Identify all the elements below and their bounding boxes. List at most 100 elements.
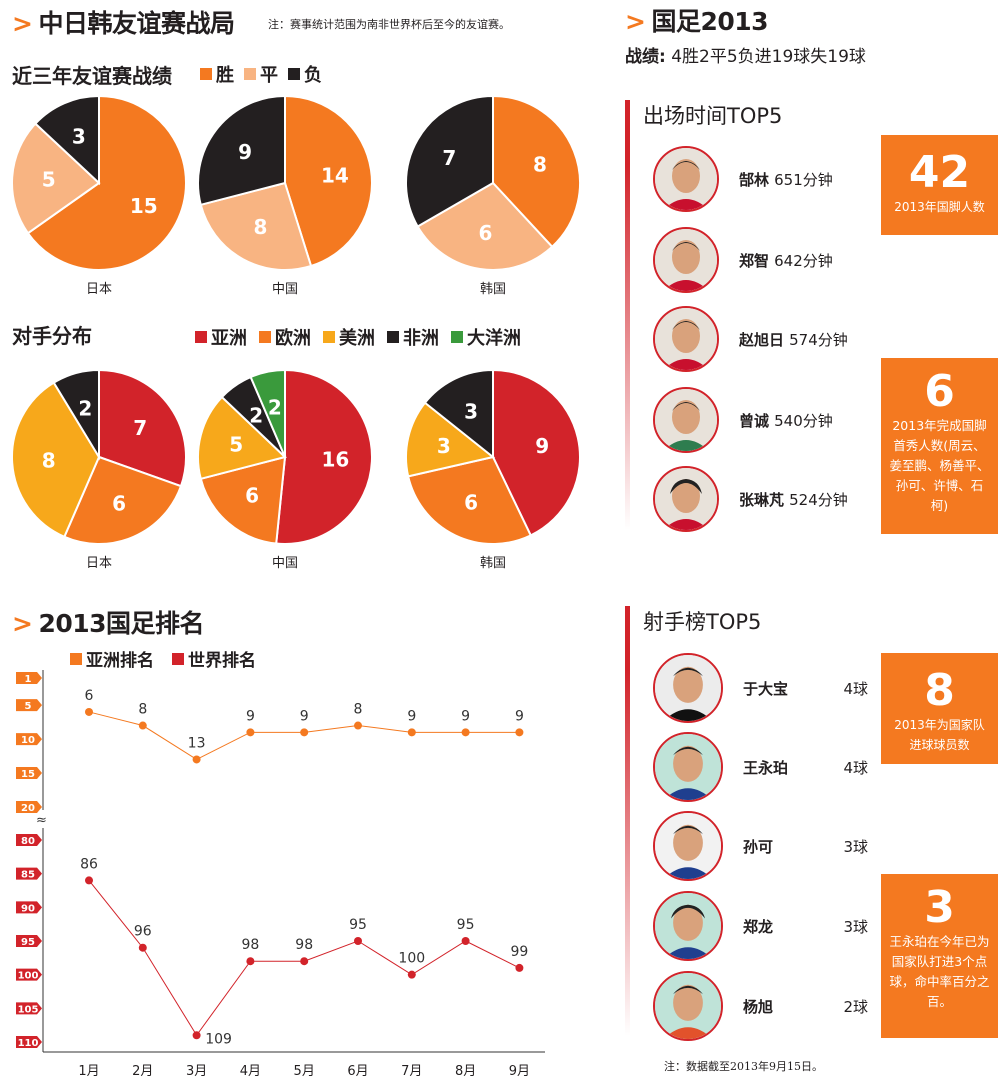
x-tick: 7月 bbox=[401, 1064, 422, 1079]
legend-swatch bbox=[387, 331, 399, 343]
player-value: 3球 bbox=[843, 837, 868, 856]
list-item: 张琳芃 524分钟 bbox=[653, 466, 848, 532]
stat-caption: 2013年国脚人数 bbox=[894, 200, 985, 214]
data-point bbox=[246, 957, 255, 966]
y-tick: 110 bbox=[16, 1036, 42, 1049]
data-label: 2 bbox=[249, 404, 263, 428]
y-tick: 105 bbox=[16, 1002, 42, 1015]
legend-item-asia-rank: 亚洲排名 bbox=[70, 646, 154, 671]
x-tick: 6月 bbox=[347, 1064, 368, 1079]
legend-label: 负 bbox=[304, 65, 322, 86]
data-label: 9 bbox=[300, 708, 309, 724]
data-label: 86 bbox=[80, 856, 98, 872]
pie-slice bbox=[406, 455, 533, 545]
avatar bbox=[653, 891, 723, 961]
axis-break-icon: ≈ bbox=[36, 813, 47, 828]
x-tick: 3月 bbox=[186, 1064, 207, 1079]
legend-item-loss: 负 bbox=[288, 61, 322, 87]
pie-label: 韩国 bbox=[480, 556, 506, 571]
pie-slice bbox=[52, 368, 100, 461]
pie-slice bbox=[423, 368, 494, 460]
page-title-text: 中日韩友谊赛战局 bbox=[38, 9, 235, 38]
stat-box: 3 王永珀在今年已为国家队打进3个点球，命中率百分之百。 bbox=[881, 874, 998, 1038]
svg-text:100: 100 bbox=[18, 971, 39, 982]
data-label: 9 bbox=[461, 708, 470, 724]
pie-slice bbox=[197, 395, 287, 481]
stat-caption: 王永珀在今年已为国家队打进3个点球，命中率百分之百。 bbox=[889, 934, 990, 1009]
legend-item-draw: 平 bbox=[244, 61, 278, 87]
data-point bbox=[192, 1031, 201, 1040]
player-value: 651分钟 bbox=[774, 170, 833, 189]
data-label: 8 bbox=[42, 448, 56, 472]
avatar bbox=[653, 732, 723, 802]
y-tick: 1 bbox=[16, 672, 42, 685]
legend-swatch bbox=[323, 331, 335, 343]
y-tick: 20 bbox=[16, 801, 42, 814]
list-item: 郑龙 3球 bbox=[653, 891, 868, 961]
results-legend: 胜 平 负 bbox=[200, 61, 322, 87]
player-name: 于大宝 bbox=[743, 679, 789, 698]
data-point bbox=[354, 937, 362, 945]
legend-label: 欧洲 bbox=[275, 328, 311, 349]
y-tick: 100 bbox=[16, 968, 42, 982]
data-label: 5 bbox=[229, 432, 243, 456]
data-label: 9 bbox=[246, 708, 255, 724]
data-label: 109 bbox=[205, 1031, 232, 1047]
legend-label: 亚洲排名 bbox=[86, 651, 154, 671]
data-label: 13 bbox=[188, 735, 206, 751]
svg-text:110: 110 bbox=[18, 1038, 39, 1049]
pie-slice bbox=[98, 368, 187, 488]
player-name: 张琳芃 bbox=[739, 490, 785, 509]
data-label: 6 bbox=[85, 688, 94, 704]
data-label: 15 bbox=[130, 194, 158, 218]
y-tick: 5 bbox=[16, 699, 42, 712]
legend-label: 大洋洲 bbox=[467, 328, 521, 349]
data-label: 96 bbox=[134, 924, 152, 940]
data-point bbox=[300, 957, 309, 966]
data-label: 6 bbox=[245, 483, 259, 507]
legend-item-asia: 亚洲 bbox=[195, 324, 247, 350]
pie-slice bbox=[26, 94, 187, 271]
data-label: 3 bbox=[437, 434, 451, 458]
avatar bbox=[653, 971, 723, 1041]
legend-swatch bbox=[259, 331, 271, 343]
svg-text:1: 1 bbox=[25, 674, 32, 685]
pie-label: 韩国 bbox=[480, 282, 506, 297]
list-item: 郑智 642分钟 bbox=[653, 227, 833, 293]
ranking-title: >2013国足排名 bbox=[12, 604, 205, 640]
pie-label: 日本 bbox=[86, 282, 112, 297]
pie-slice bbox=[405, 401, 496, 478]
pie-slice bbox=[199, 455, 287, 545]
data-label: 6 bbox=[479, 221, 493, 245]
pie-slice bbox=[416, 181, 554, 271]
pie-slice bbox=[63, 455, 183, 545]
playing-time-title: 出场时间TOP5 bbox=[643, 104, 783, 128]
data-label: 9 bbox=[407, 708, 416, 724]
svg-text:80: 80 bbox=[21, 836, 35, 847]
data-point bbox=[300, 728, 309, 737]
player-value: 2球 bbox=[843, 997, 868, 1016]
pie-label: 日本 bbox=[86, 556, 112, 571]
stat-number: 6 bbox=[924, 366, 955, 417]
stat-caption: 2013年为国家队进球球员数 bbox=[894, 718, 985, 752]
record-label: 战绩: bbox=[625, 47, 666, 67]
list-item: 杨旭 2球 bbox=[653, 971, 868, 1041]
player-value: 3球 bbox=[843, 917, 868, 936]
stat-caption: 2013年完成国脚首秀人数(周云、姜至鹏、杨善平、孙可、许博、石柯) bbox=[889, 418, 990, 513]
legend-item-africa: 非洲 bbox=[387, 324, 439, 350]
svg-text:20: 20 bbox=[21, 803, 35, 814]
y-tick: 80 bbox=[16, 834, 42, 847]
data-label: 9 bbox=[535, 434, 549, 458]
legend-label: 世界排名 bbox=[188, 651, 256, 671]
legend-item-america: 美洲 bbox=[323, 324, 375, 350]
player-value: 524分钟 bbox=[789, 490, 848, 509]
legend-swatch bbox=[70, 652, 82, 665]
pie-slice bbox=[284, 94, 373, 268]
data-label: 99 bbox=[510, 944, 528, 960]
y-tick: 95 bbox=[16, 935, 42, 948]
data-label: 8 bbox=[533, 153, 547, 177]
chevron-right-icon: > bbox=[12, 609, 33, 638]
legend-swatch bbox=[451, 331, 463, 343]
avatar bbox=[653, 306, 719, 372]
player-value: 642分钟 bbox=[774, 251, 833, 270]
